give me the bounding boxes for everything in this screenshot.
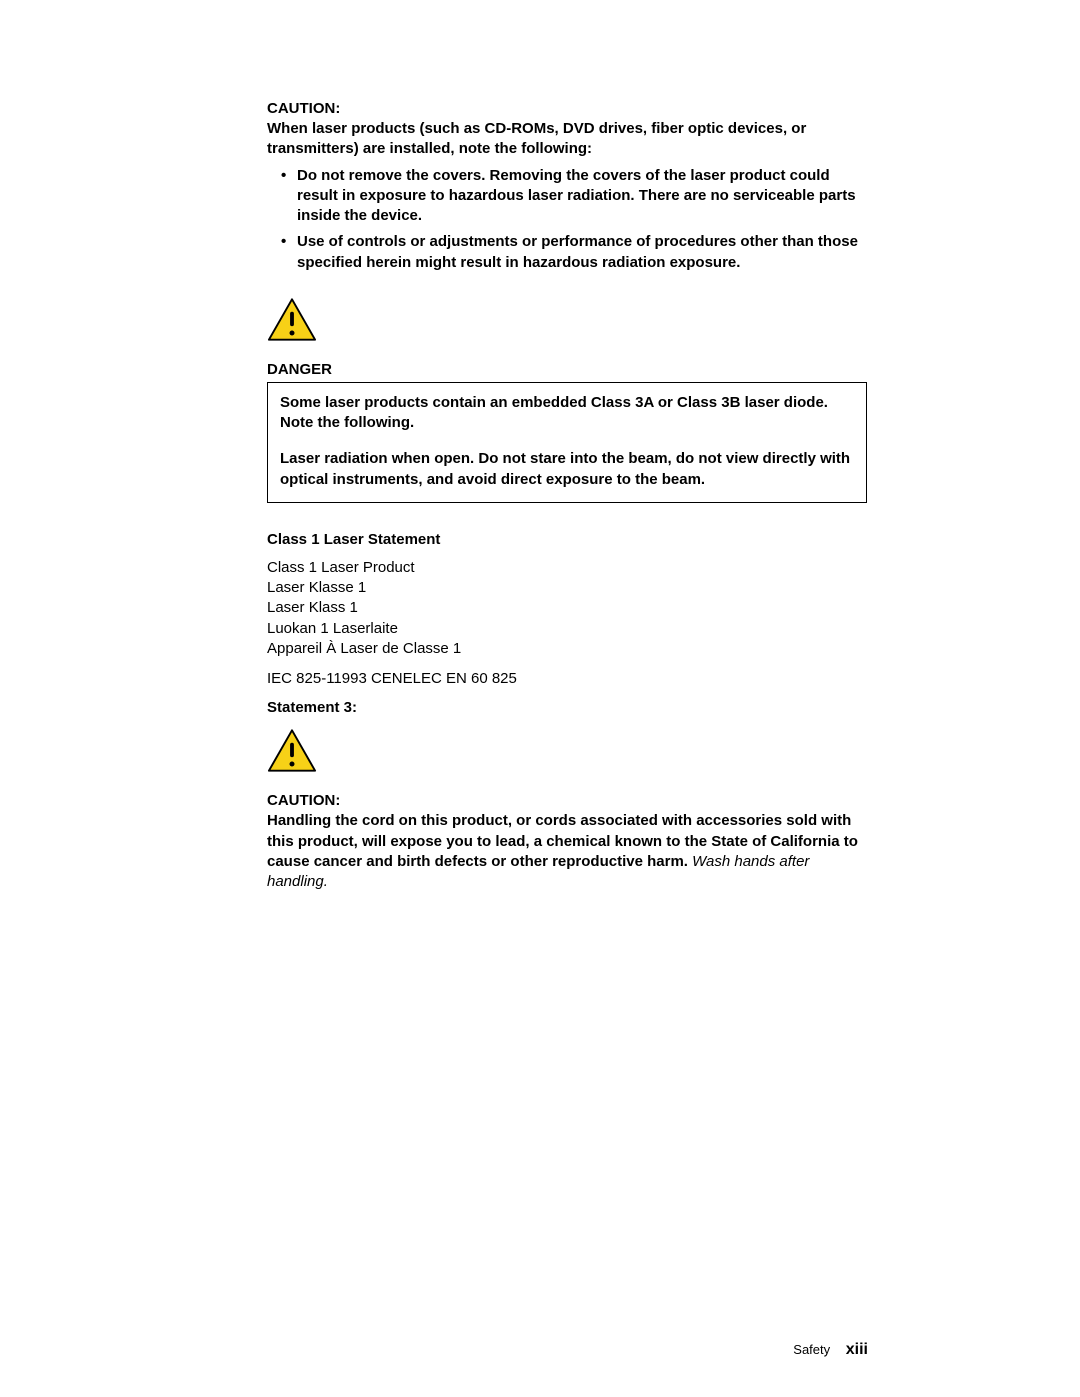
warning-triangle-icon [267, 728, 317, 773]
class1-line: Luokan 1 Laserlaite [267, 619, 867, 639]
danger-paragraph-1: Some laser products contain an embedded … [280, 393, 854, 434]
caution-2-text: Handling the cord on this product, or co… [267, 811, 867, 892]
caution-label-2: CAUTION: [267, 792, 867, 809]
class1-line: Appareil À Laser de Classe 1 [267, 639, 867, 659]
caution-bullet-list: Do not remove the covers. Removing the c… [267, 166, 867, 273]
page-content: CAUTION: When laser products (such as CD… [267, 100, 867, 892]
footer-page-number: xiii [846, 1341, 868, 1358]
class1-title: Class 1 Laser Statement [267, 531, 867, 548]
footer-section: Safety [793, 1342, 830, 1357]
danger-label: DANGER [267, 361, 867, 378]
class1-line: Class 1 Laser Product [267, 558, 867, 578]
page-footer: Safety xiii [0, 1341, 1080, 1359]
bullet-item: Use of controls or adjustments or perfor… [285, 232, 867, 273]
danger-paragraph-2: Laser radiation when open. Do not stare … [280, 449, 854, 490]
class1-line: Laser Klasse 1 [267, 578, 867, 598]
danger-box: Some laser products contain an embedded … [267, 382, 867, 503]
statement-3-label: Statement 3: [267, 699, 867, 716]
class1-lines: Class 1 Laser Product Laser Klasse 1 Las… [267, 558, 867, 659]
iec-line: IEC 825-11993 CENELEC EN 60 825 [267, 669, 867, 689]
caution-label-1: CAUTION: [267, 100, 867, 117]
caution-intro: When laser products (such as CD-ROMs, DV… [267, 119, 867, 160]
class1-line: Laser Klass 1 [267, 598, 867, 618]
warning-triangle-icon [267, 297, 317, 342]
bullet-item: Do not remove the covers. Removing the c… [285, 166, 867, 227]
